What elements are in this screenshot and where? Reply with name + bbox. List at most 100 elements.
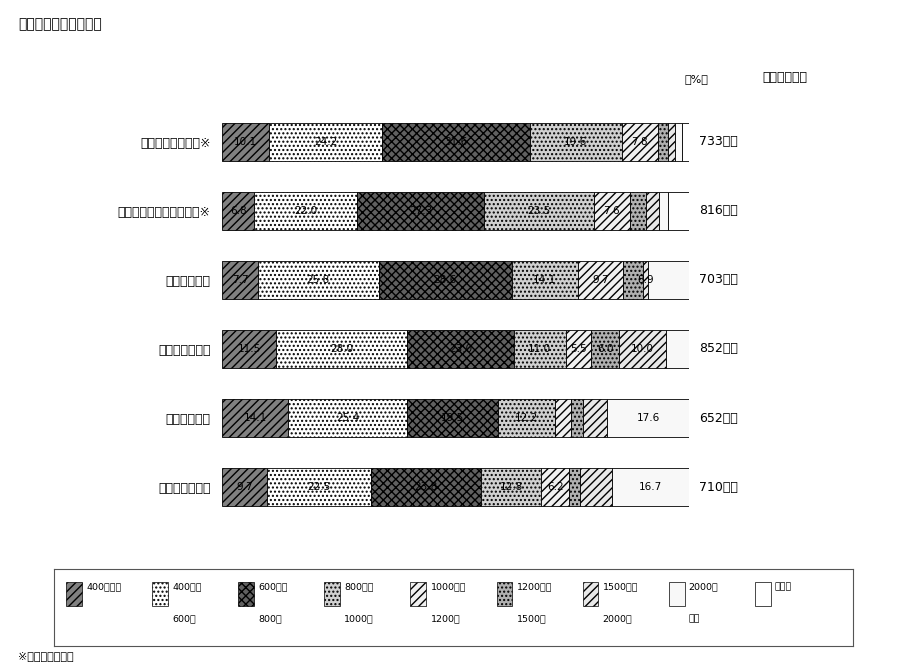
Text: 9.7: 9.7 — [237, 482, 253, 492]
Bar — [269, 122, 383, 161]
Bar — [541, 468, 570, 506]
Bar — [222, 192, 254, 229]
Bar — [512, 261, 578, 299]
Bar — [222, 399, 288, 437]
Bar — [571, 399, 583, 437]
Bar — [288, 399, 407, 437]
Text: 800万～: 800万～ — [345, 583, 374, 591]
Bar — [498, 399, 555, 437]
Text: 7.6: 7.6 — [603, 206, 620, 215]
Bar — [612, 468, 689, 506]
Text: 1000万～: 1000万～ — [431, 583, 466, 591]
Bar — [268, 468, 371, 506]
Text: 10.1: 10.1 — [234, 136, 258, 147]
Text: 10.0: 10.0 — [631, 344, 654, 354]
Bar — [383, 122, 530, 161]
Bar — [668, 192, 689, 229]
Text: 12.2: 12.2 — [515, 413, 538, 423]
Bar — [222, 468, 268, 506]
Text: 703万円: 703万円 — [698, 274, 737, 286]
Bar — [570, 468, 580, 506]
Bar — [668, 122, 675, 161]
Bar — [621, 122, 658, 161]
Text: 400万～: 400万～ — [172, 583, 202, 591]
Text: 710万円: 710万円 — [698, 481, 737, 494]
Bar — [371, 468, 482, 506]
Bar — [629, 192, 646, 229]
Bar — [666, 330, 689, 368]
Bar — [668, 583, 685, 605]
Text: 1200万～: 1200万～ — [516, 583, 552, 591]
Text: 6.8: 6.8 — [229, 206, 247, 215]
Text: 1500万～: 1500万～ — [602, 583, 638, 591]
Text: ※建て替えを除く: ※建て替えを除く — [18, 651, 73, 661]
Text: 19.6: 19.6 — [564, 136, 588, 147]
Text: 無回答: 無回答 — [775, 583, 792, 591]
Bar — [580, 468, 612, 506]
Text: 以上: 以上 — [688, 615, 700, 624]
Text: 2000万: 2000万 — [688, 583, 718, 591]
Text: 23.0: 23.0 — [449, 344, 472, 354]
Text: 28.0: 28.0 — [330, 344, 353, 354]
Bar — [591, 330, 619, 368]
Text: 400万未満: 400万未満 — [86, 583, 122, 591]
Bar — [482, 468, 541, 506]
Bar — [623, 261, 643, 299]
Bar — [222, 330, 276, 368]
Text: 852万円: 852万円 — [698, 343, 737, 355]
Bar — [66, 583, 83, 605]
Bar — [594, 192, 629, 229]
Bar — [755, 583, 771, 605]
Bar — [555, 399, 571, 437]
Text: 14.1: 14.1 — [533, 275, 557, 285]
Text: 7.8: 7.8 — [631, 136, 649, 147]
Text: 652万円: 652万円 — [698, 411, 737, 425]
Bar — [675, 122, 682, 161]
Bar — [659, 192, 668, 229]
Text: 27.3: 27.3 — [409, 206, 432, 215]
Text: 11.5: 11.5 — [238, 344, 260, 354]
Bar — [258, 261, 378, 299]
Text: 733万円: 733万円 — [698, 135, 737, 148]
Bar — [325, 583, 340, 605]
Text: 23.8: 23.8 — [414, 482, 438, 492]
Text: 平均世帯年収: 平均世帯年収 — [762, 71, 807, 84]
Text: 12.8: 12.8 — [500, 482, 522, 492]
Text: 1200万: 1200万 — [431, 615, 460, 624]
Bar — [619, 330, 666, 368]
Bar — [607, 399, 689, 437]
Bar — [682, 122, 689, 161]
Text: 8.9: 8.9 — [637, 275, 654, 285]
Text: 6.0: 6.0 — [597, 344, 613, 354]
Bar — [152, 583, 169, 605]
Text: 28.6: 28.6 — [434, 275, 457, 285]
Text: 22.0: 22.0 — [294, 206, 317, 215]
Text: 9.7: 9.7 — [592, 275, 609, 285]
Text: 17.6: 17.6 — [637, 413, 659, 423]
Text: 31.6: 31.6 — [444, 136, 468, 147]
Text: 2000万: 2000万 — [602, 615, 632, 624]
Bar — [356, 192, 484, 229]
Bar — [643, 261, 648, 299]
Bar — [276, 330, 406, 368]
Text: 1000万: 1000万 — [345, 615, 375, 624]
Text: 14.1: 14.1 — [244, 413, 267, 423]
Text: 23.5: 23.5 — [528, 206, 551, 215]
Bar — [658, 122, 668, 161]
Text: 25.4: 25.4 — [336, 413, 359, 423]
Bar — [648, 261, 689, 299]
Bar — [484, 192, 594, 229]
Bar — [646, 192, 659, 229]
Bar — [406, 330, 514, 368]
Text: 19.5: 19.5 — [441, 413, 464, 423]
Bar — [583, 399, 607, 437]
Bar — [530, 122, 621, 161]
Bar — [222, 261, 258, 299]
Bar — [378, 261, 512, 299]
Text: 25.8: 25.8 — [307, 275, 330, 285]
Text: 22.5: 22.5 — [307, 482, 331, 492]
Bar — [582, 583, 599, 605]
Text: 24.2: 24.2 — [315, 136, 337, 147]
Bar — [239, 583, 254, 605]
Text: 800万: 800万 — [258, 615, 282, 624]
